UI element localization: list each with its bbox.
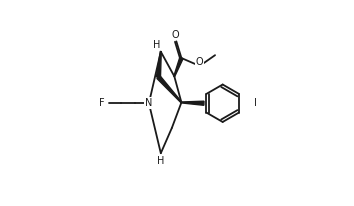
Text: H: H <box>153 40 160 50</box>
Text: F: F <box>99 98 105 108</box>
Polygon shape <box>181 101 204 105</box>
Polygon shape <box>157 76 182 103</box>
Text: N: N <box>145 98 153 108</box>
Text: H: H <box>157 156 165 166</box>
Text: O: O <box>172 30 179 40</box>
Polygon shape <box>156 52 161 77</box>
Text: O: O <box>196 56 204 67</box>
Text: I: I <box>254 98 257 108</box>
Polygon shape <box>174 57 183 76</box>
